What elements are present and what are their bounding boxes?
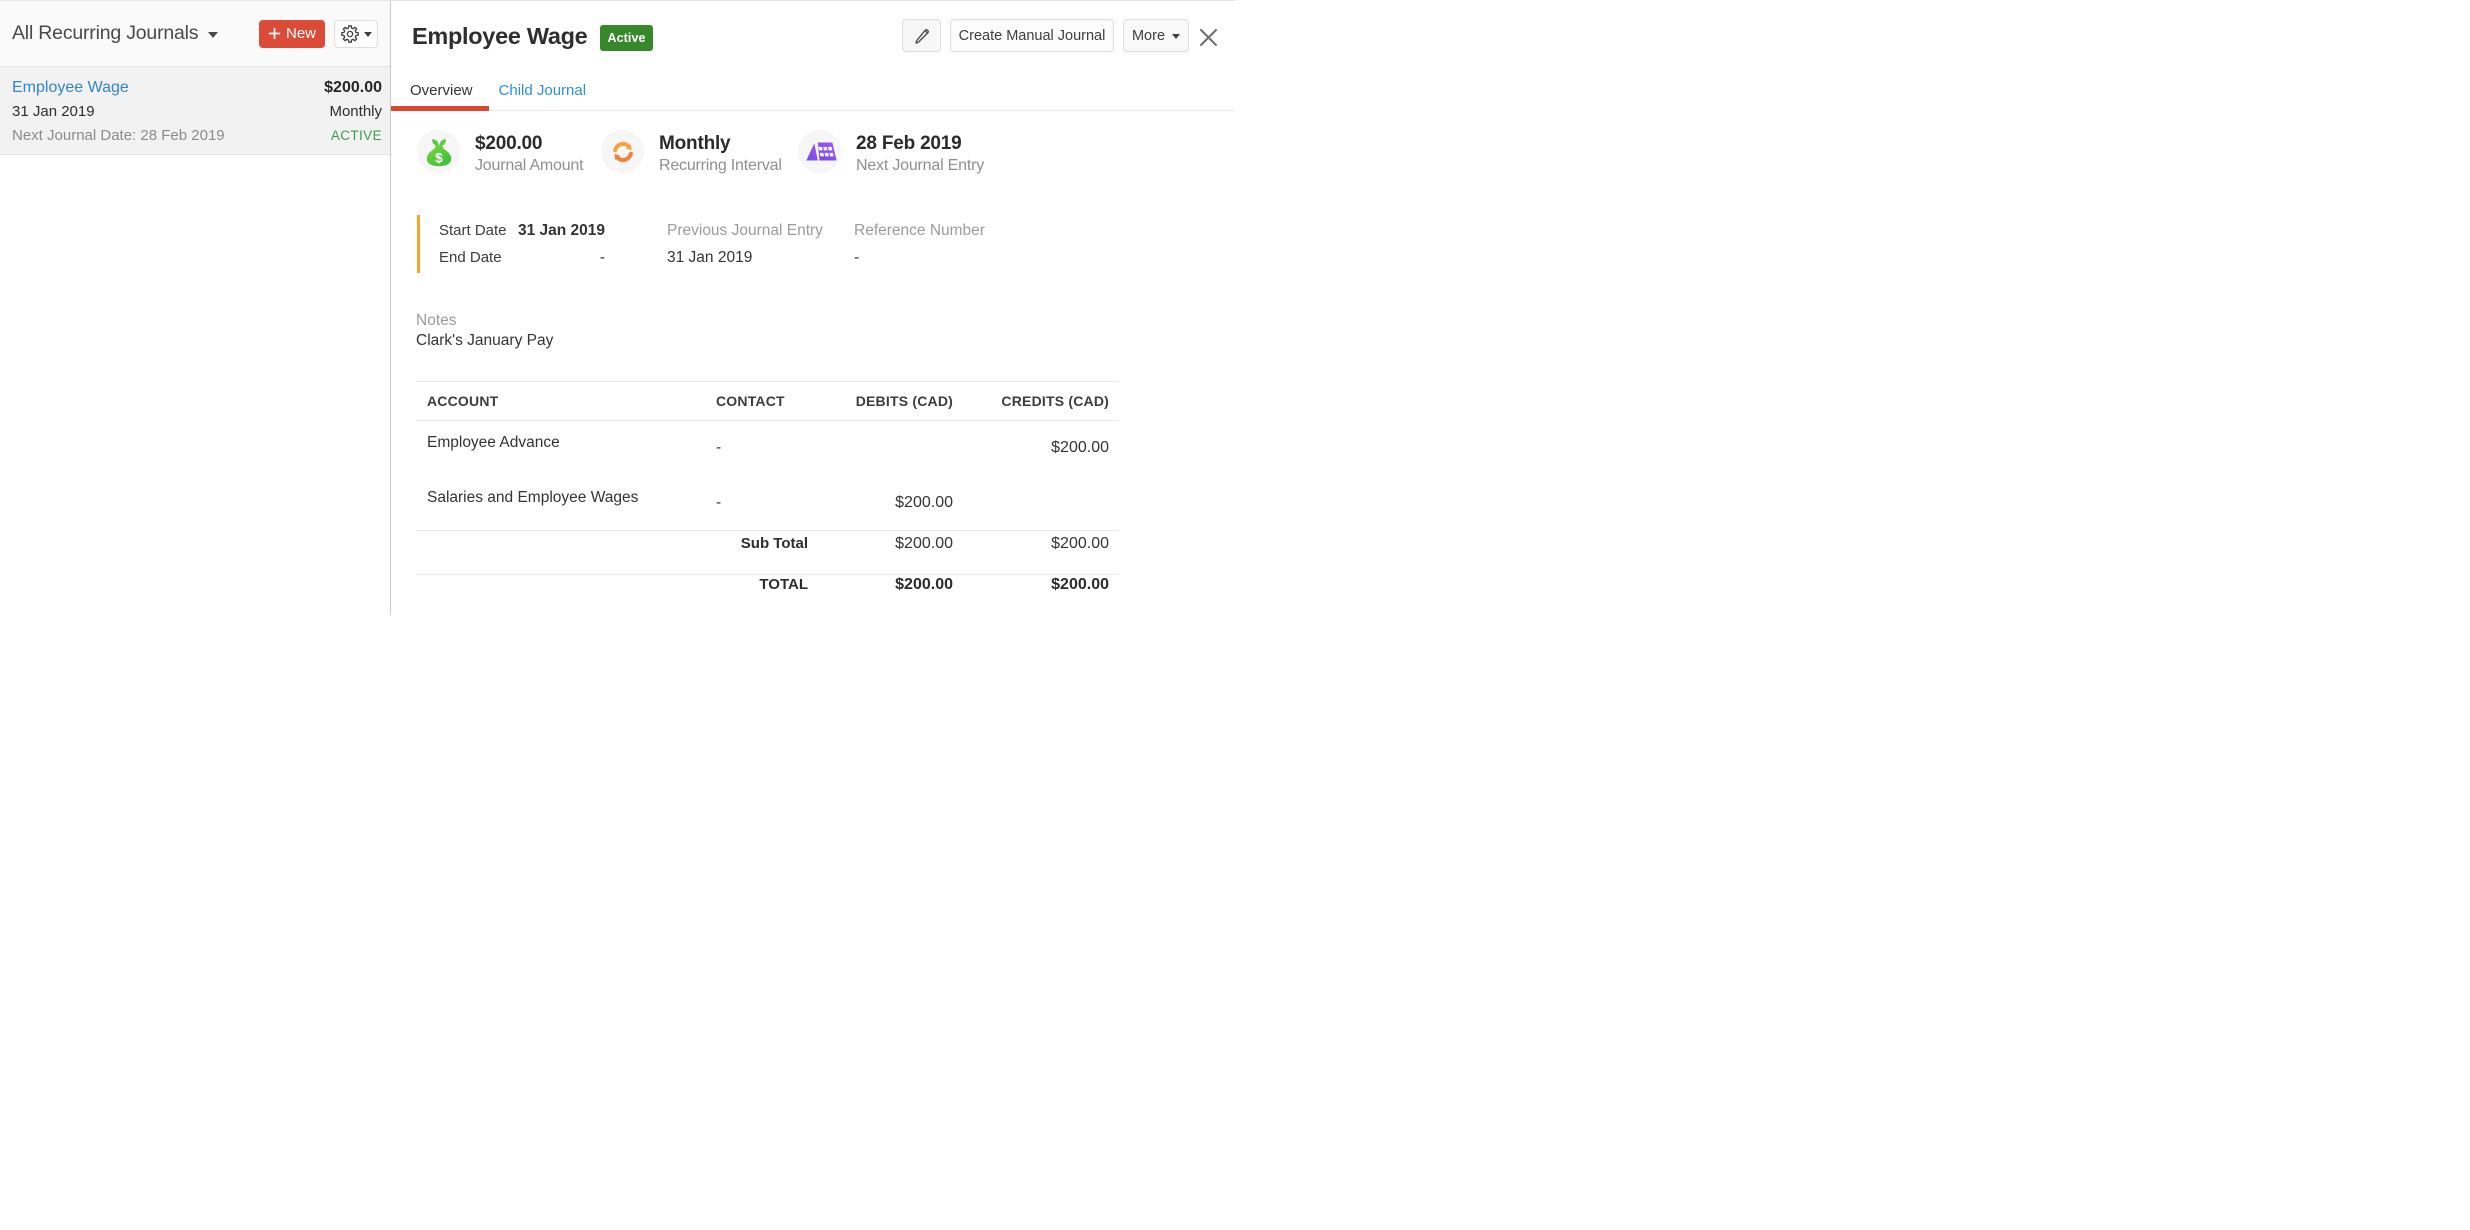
cell-account: Employee Advance bbox=[427, 434, 560, 452]
stat-value: Monthly bbox=[659, 133, 731, 154]
journal-amount: $200.00 bbox=[324, 79, 382, 96]
column-credits: CREDITS (CAD) bbox=[963, 381, 1119, 421]
previous-journal-label: Previous Journal Entry bbox=[667, 222, 823, 239]
cell-contact: - bbox=[716, 493, 722, 511]
stat-value: 28 Feb 2019 bbox=[856, 133, 962, 154]
cell-debits bbox=[851, 421, 963, 476]
reference-number-label: Reference Number bbox=[854, 222, 985, 239]
list-title: All Recurring Journals bbox=[12, 22, 199, 44]
close-icon bbox=[1199, 28, 1217, 46]
next-journal-date: Next Journal Date: 28 Feb 2019 bbox=[12, 127, 225, 144]
journal-filter-dropdown[interactable]: All Recurring Journals bbox=[12, 22, 219, 45]
close-button[interactable] bbox=[1198, 27, 1218, 47]
journal-date: 31 Jan 2019 bbox=[12, 103, 95, 120]
column-debits: DEBITS (CAD) bbox=[851, 381, 963, 421]
cell-debits: $200.00 bbox=[895, 493, 953, 511]
tab-overview[interactable]: Overview bbox=[391, 77, 489, 111]
column-contact: CONTACT bbox=[706, 381, 851, 421]
stats-row: $ $200.00 Journal Amount bbox=[391, 130, 1235, 175]
more-button-label: More bbox=[1131, 27, 1166, 44]
settings-button[interactable] bbox=[334, 19, 378, 48]
table-header-row: ACCOUNT CONTACT DEBITS (CAD) CREDITS (CA… bbox=[416, 381, 1119, 421]
header-actions: Create Manual Journal More bbox=[902, 19, 1189, 52]
journal-name-link[interactable]: Employee Wage bbox=[12, 79, 129, 96]
table-row: Salaries and Employee Wages - $200.00 bbox=[416, 476, 1119, 531]
caret-down-icon bbox=[208, 31, 219, 38]
notes-label: Notes bbox=[416, 312, 457, 329]
stat-label: Next Journal Entry bbox=[856, 157, 985, 174]
cell-credits: $200.00 bbox=[1051, 439, 1109, 457]
page-title: Employee Wage bbox=[412, 23, 588, 49]
list-header: All Recurring Journals New bbox=[0, 1, 390, 67]
new-button[interactable]: New bbox=[259, 19, 325, 48]
journal-frequency: Monthly bbox=[329, 103, 382, 120]
cell-empty bbox=[416, 574, 706, 625]
money-bag-icon: $ bbox=[417, 130, 460, 173]
subtotal-credits: $200.00 bbox=[963, 530, 1119, 575]
list-item-employee-wage[interactable]: Employee Wage $200.00 31 Jan 2019 Monthl… bbox=[0, 67, 390, 155]
gear-icon bbox=[340, 24, 359, 43]
recurring-journals-panel: All Recurring Journals New Employee Wage… bbox=[0, 1, 391, 615]
subtotal-row: Sub Total $200.00 $200.00 bbox=[416, 530, 1119, 575]
end-date-label: End Date bbox=[439, 249, 502, 266]
tabs: Overview Child Journal bbox=[391, 77, 1235, 111]
stat-next-journal-entry: 28 Feb 2019 Next Journal Entry bbox=[798, 130, 984, 176]
status-badge: Active bbox=[600, 25, 653, 51]
start-date-value: 31 Jan 2019 bbox=[517, 222, 605, 239]
calendar-icon bbox=[798, 130, 841, 173]
notes-section: Notes Clark's January Pay bbox=[416, 311, 1235, 351]
create-manual-journal-button[interactable]: Create Manual Journal bbox=[950, 19, 1114, 52]
subtotal-debits: $200.00 bbox=[851, 530, 963, 575]
table-row: Employee Advance - $200.00 bbox=[416, 421, 1119, 476]
column-account: ACCOUNT bbox=[416, 381, 706, 421]
pencil-icon bbox=[915, 29, 929, 44]
plus-icon bbox=[268, 27, 281, 40]
journal-table: ACCOUNT CONTACT DEBITS (CAD) CREDITS (CA… bbox=[416, 381, 1119, 625]
stat-recurring-interval: Monthly Recurring Interval bbox=[601, 130, 782, 176]
cell-empty bbox=[416, 530, 706, 575]
end-date-value: - bbox=[599, 249, 605, 266]
cell-contact: - bbox=[716, 439, 722, 457]
svg-text:$: $ bbox=[435, 150, 443, 165]
total-row: TOTAL $200.00 $200.00 bbox=[416, 574, 1119, 625]
cell-credits bbox=[963, 476, 1119, 531]
tab-child-journal[interactable]: Child Journal bbox=[498, 82, 587, 99]
reference-number-value: - bbox=[854, 249, 860, 266]
previous-journal-value: 31 Jan 2019 bbox=[667, 249, 753, 266]
main-header: Employee Wage Active bbox=[391, 1, 1235, 51]
caret-down-icon bbox=[1172, 34, 1181, 39]
cell-account: Salaries and Employee Wages bbox=[427, 488, 639, 506]
journal-detail-panel: Employee Wage Active Create Manual Journ… bbox=[391, 1, 1235, 625]
notes-value: Clark's January Pay bbox=[416, 332, 554, 349]
details-block: Start Date 31 Jan 2019 End Date - Previo… bbox=[417, 215, 1235, 273]
stat-label: Recurring Interval bbox=[659, 157, 782, 174]
app: All Recurring Journals New Employee Wage… bbox=[0, 0, 1235, 625]
edit-button[interactable] bbox=[902, 19, 941, 52]
subtotal-label: Sub Total bbox=[706, 530, 851, 575]
recurring-arrows-icon bbox=[601, 130, 644, 173]
caret-down-icon bbox=[363, 32, 372, 37]
status-label: ACTIVE bbox=[330, 128, 382, 143]
new-button-label: New bbox=[285, 25, 316, 42]
total-credits: $200.00 bbox=[963, 574, 1119, 625]
stat-label: Journal Amount bbox=[475, 157, 584, 174]
start-date-label: Start Date bbox=[439, 222, 507, 239]
more-button[interactable]: More bbox=[1123, 19, 1189, 52]
total-debits: $200.00 bbox=[851, 574, 963, 625]
stat-journal-amount: $ $200.00 Journal Amount bbox=[417, 130, 584, 176]
total-label: TOTAL bbox=[706, 574, 851, 625]
stat-value: $200.00 bbox=[475, 133, 543, 154]
